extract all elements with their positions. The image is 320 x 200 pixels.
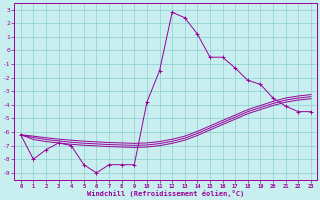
X-axis label: Windchill (Refroidissement éolien,°C): Windchill (Refroidissement éolien,°C) — [87, 190, 244, 197]
